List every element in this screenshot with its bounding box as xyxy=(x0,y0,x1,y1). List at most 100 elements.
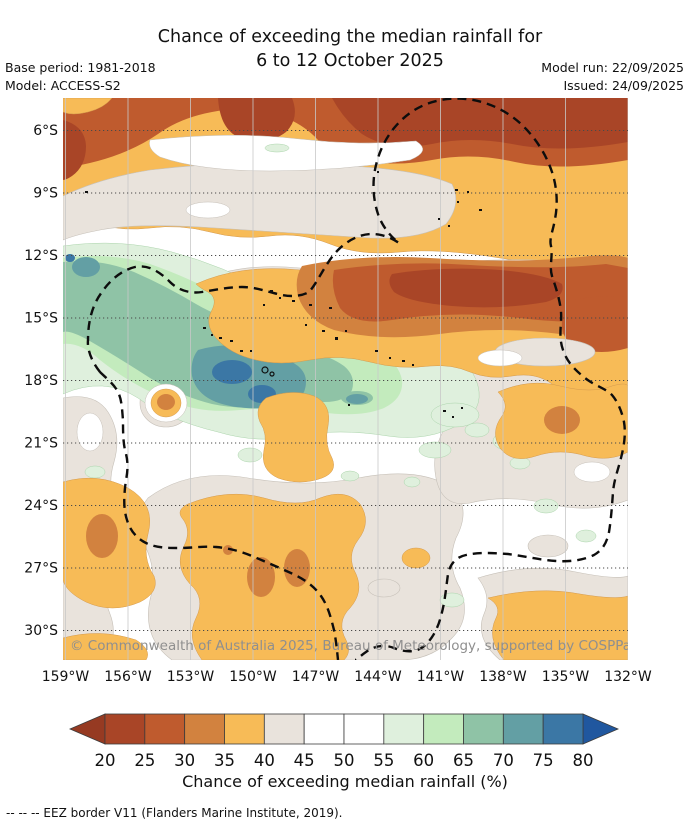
contour-region xyxy=(448,225,450,227)
contour-region xyxy=(412,364,414,366)
colorbar-segment xyxy=(502,713,544,745)
contour-region xyxy=(305,324,307,326)
colorbar-segment xyxy=(463,713,504,745)
colorbar-under-arrow xyxy=(68,713,106,745)
contour-region xyxy=(157,394,175,410)
colorbar-segment xyxy=(224,713,265,745)
contour-region xyxy=(533,498,559,514)
island-marks xyxy=(85,171,482,418)
contour-region xyxy=(403,476,421,488)
x-tick: 135°W xyxy=(542,669,590,685)
contour-region xyxy=(479,209,482,211)
header: Chance of exceeding the median rainfall … xyxy=(5,27,684,93)
contour-region xyxy=(389,357,391,359)
contour-region xyxy=(544,406,580,434)
y-tick: 24°S xyxy=(24,498,58,514)
contour-region xyxy=(211,334,213,336)
contour-region xyxy=(430,402,480,428)
contour-region xyxy=(86,514,118,558)
colorbar-segment xyxy=(423,713,464,745)
contour-region xyxy=(561,296,628,352)
contour-region xyxy=(149,134,423,172)
contour-region xyxy=(212,360,252,384)
colorbar-segment xyxy=(303,713,345,745)
contour-region xyxy=(219,337,222,339)
contour-region xyxy=(461,407,463,409)
colorbar-label: Chance of exceeding median rainfall (%) xyxy=(182,772,508,791)
model-run-label: Model run: 22/09/2025 xyxy=(541,60,684,75)
contour-region xyxy=(250,350,252,352)
contour-region xyxy=(84,465,106,479)
contour-region xyxy=(237,447,263,463)
y-tick: 6°S xyxy=(33,123,58,139)
contour-region xyxy=(335,337,338,340)
figure-title-line1: Chance of exceeding the median rainfall … xyxy=(158,27,543,47)
y-tick: 30°S xyxy=(24,623,58,639)
colorbar-tick: 40 xyxy=(254,751,275,770)
contour-region xyxy=(284,549,310,587)
contour-region xyxy=(269,371,275,377)
contour-region xyxy=(418,441,452,459)
contour-region xyxy=(309,304,312,306)
x-axis: 159°W 156°W 153°W 150°W 147°W 144°W 141°… xyxy=(42,669,652,685)
contour-region xyxy=(452,416,454,418)
x-tick: 138°W xyxy=(479,669,527,685)
colorbar-tick: 65 xyxy=(453,751,474,770)
contour-region xyxy=(375,350,378,352)
y-tick: 27°S xyxy=(24,561,58,577)
contour-region xyxy=(402,360,405,362)
y-tick: 12°S xyxy=(24,248,58,264)
colorbar-segment xyxy=(184,713,225,745)
contour-region xyxy=(270,290,273,292)
contour-region xyxy=(367,578,401,598)
colorbar-over-arrow xyxy=(582,713,620,745)
contour-region xyxy=(85,191,88,193)
x-tick: 156°W xyxy=(104,669,152,685)
colorbar-tick: 25 xyxy=(134,751,155,770)
copyright-text: © Commonwealth of Australia 2025, Bureau… xyxy=(70,638,638,654)
contour-region xyxy=(72,257,100,277)
contour-region xyxy=(455,189,458,191)
contour-region xyxy=(401,547,431,569)
x-tick: 147°W xyxy=(292,669,340,685)
contour-region xyxy=(63,120,86,180)
contour-region xyxy=(185,201,231,219)
contour-region xyxy=(575,529,597,543)
colorbar-segment xyxy=(383,713,425,745)
contour-region xyxy=(573,461,611,483)
contour-region xyxy=(457,201,459,203)
contour-region xyxy=(438,218,440,220)
base-period-label: Base period: 1981-2018 xyxy=(5,60,156,75)
colorbar-tick: 70 xyxy=(493,751,514,770)
contour-region xyxy=(332,98,628,149)
contour-region xyxy=(487,590,628,660)
contour-region xyxy=(467,191,469,193)
contour-region xyxy=(63,633,148,660)
contour-region xyxy=(223,545,233,555)
colorbar-segment xyxy=(104,713,146,745)
contour-region xyxy=(257,392,334,483)
contour-region xyxy=(63,98,113,115)
colorbar-tick: 35 xyxy=(214,751,235,770)
issued-label: Issued: 24/09/2025 xyxy=(564,78,685,93)
colorbar-tick: 20 xyxy=(95,751,116,770)
contour-field: © Commonwealth of Australia 2025, Bureau… xyxy=(63,98,638,660)
colorbar-segment xyxy=(263,713,305,745)
contour-region xyxy=(65,254,75,262)
colorbar-tick: 45 xyxy=(294,751,315,770)
x-tick: 132°W xyxy=(604,669,652,685)
contour-region xyxy=(340,470,360,482)
contour-region xyxy=(322,330,325,332)
eez-footnote: -- -- -- EEZ border V11 (Flanders Marine… xyxy=(6,806,343,820)
contour-region xyxy=(377,171,379,173)
x-tick: 159°W xyxy=(42,669,90,685)
contour-region xyxy=(76,412,104,452)
contour-region xyxy=(527,534,569,558)
colorbar-tick: 60 xyxy=(413,751,434,770)
contour-region xyxy=(389,268,563,308)
contour-region xyxy=(264,143,290,153)
contour-region xyxy=(263,304,265,306)
x-tick: 150°W xyxy=(229,669,277,685)
gridlines xyxy=(63,98,628,660)
